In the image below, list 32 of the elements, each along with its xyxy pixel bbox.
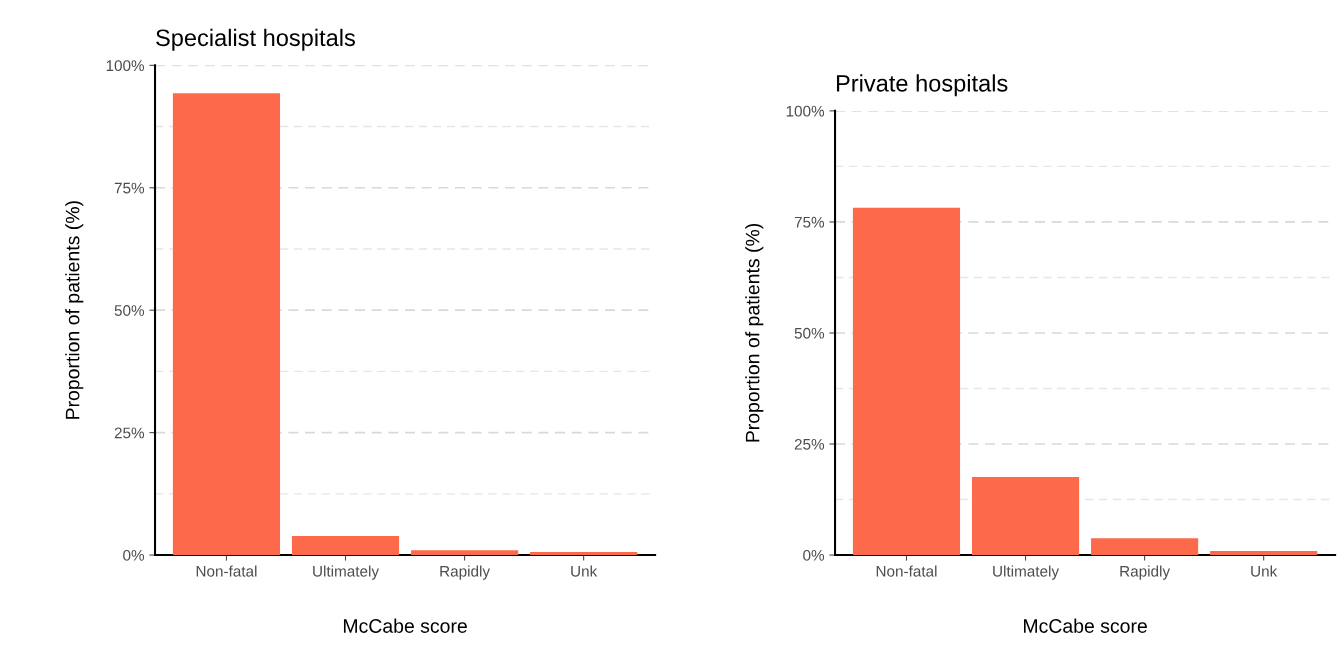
y-tick-label: 75% [794, 216, 825, 228]
y-tick-label: 50% [794, 327, 825, 339]
x-tick-label: Unk [571, 565, 598, 577]
bar [852, 207, 961, 556]
y-tick-label: 25% [794, 438, 825, 450]
x-tick-label: Non-fatal [196, 565, 257, 577]
x-tick-label: Ultimately [993, 565, 1060, 580]
x-tick-label: Unk [1251, 565, 1278, 577]
chart-title: Specialist hospitals [156, 28, 355, 51]
bar [291, 535, 400, 556]
y-tick-label: 25% [114, 427, 145, 439]
bar [971, 476, 1080, 556]
y-axis-title: Proportion of patients (%) [65, 201, 84, 419]
bar [1091, 538, 1199, 556]
x-tick-label: Rapidly [440, 565, 491, 580]
bar [411, 550, 519, 556]
y-tick-label: 75% [114, 182, 145, 194]
x-axis-title: McCabe score [343, 618, 467, 633]
x-tick-label: Ultimately [313, 565, 380, 580]
y-tick-label: 50% [114, 305, 145, 316]
bar [1210, 551, 1318, 556]
y-tick-label: 100% [106, 60, 145, 72]
y-tick-label: 0% [803, 549, 825, 561]
x-tick-label: Non-fatal [876, 565, 937, 577]
y-tick-label: 100% [786, 105, 825, 117]
y-axis-title: Proportion of patients (%) [745, 223, 764, 442]
bar [530, 552, 638, 556]
y-tick-label: 0% [123, 549, 145, 561]
chart-title: Private hospitals [836, 74, 1008, 97]
bar [172, 93, 281, 556]
x-tick-label: Rapidly [1120, 565, 1171, 580]
x-axis-title: McCabe score [1023, 618, 1147, 633]
